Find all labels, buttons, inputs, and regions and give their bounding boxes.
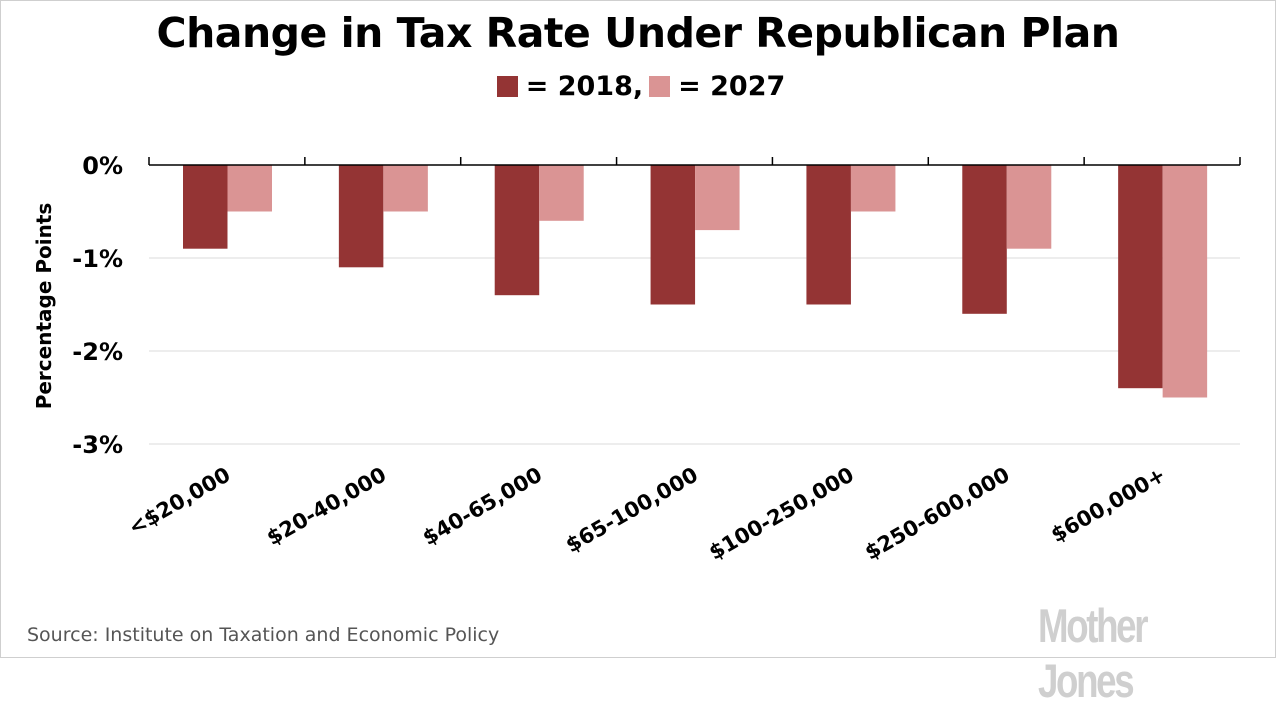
bar-2018 (338, 165, 384, 268)
legend: = 2018, = 2027 (1, 71, 1275, 102)
x-tick-label: $40-65,000 (418, 463, 546, 551)
x-tick-label: $20-40,000 (263, 463, 391, 551)
bars (183, 165, 1208, 398)
bar-chart: 0% -1% -2% -3% <$20,000 $20-40,000 $40-65,000… (32, 152, 1241, 565)
chart-title: Change in Tax Rate Under Republican Plan (156, 9, 1120, 57)
bar-2027 (1162, 165, 1208, 398)
bar-2018 (1118, 165, 1163, 389)
legend-item-2018: = 2018, (491, 71, 643, 102)
bar-2027 (695, 165, 740, 231)
y-tick-label: 0% (82, 152, 123, 180)
source-note: Source: Institute on Taxation and Econom… (27, 624, 500, 646)
legend-swatch-2018 (496, 76, 518, 97)
bar-2027 (383, 165, 428, 212)
y-axis-label: Percentage Points (32, 203, 56, 410)
x-tick-label: $600,000+ (1047, 463, 1170, 548)
legend-label-2018: = 2018, (525, 71, 644, 102)
bar-2018 (806, 165, 851, 305)
legend-item-2027: = 2027 (643, 71, 785, 102)
bar-2027 (539, 165, 584, 221)
bar-2027 (1006, 165, 1052, 249)
y-tick-labels: 0% -1% -2% -3% (72, 152, 123, 459)
bar-2018 (962, 165, 1007, 314)
x-tick-labels: <$20,000 $20-40,000 $40-65,000 $65-100,000 $… (124, 463, 1169, 565)
x-tick-label: $100-250,000 (705, 463, 858, 565)
y-tick-label: -1% (72, 245, 123, 273)
bar-2027 (850, 165, 896, 212)
bar-2018 (650, 165, 696, 305)
x-axis (148, 157, 1241, 166)
x-tick-label: $65-100,000 (562, 463, 702, 558)
x-tick-label: <$20,000 (124, 463, 234, 540)
y-tick-label: -3% (72, 431, 123, 459)
mother-jones-logo: Mother Jones (1038, 599, 1148, 707)
bar-2027 (227, 165, 272, 212)
y-tick-label: -2% (72, 338, 123, 366)
legend-label-2027: = 2027 (678, 71, 786, 102)
legend-swatch-2027 (649, 76, 671, 97)
bar-2018 (183, 165, 228, 249)
x-tick-label: $250-600,000 (861, 463, 1014, 565)
bar-2018 (494, 165, 540, 296)
